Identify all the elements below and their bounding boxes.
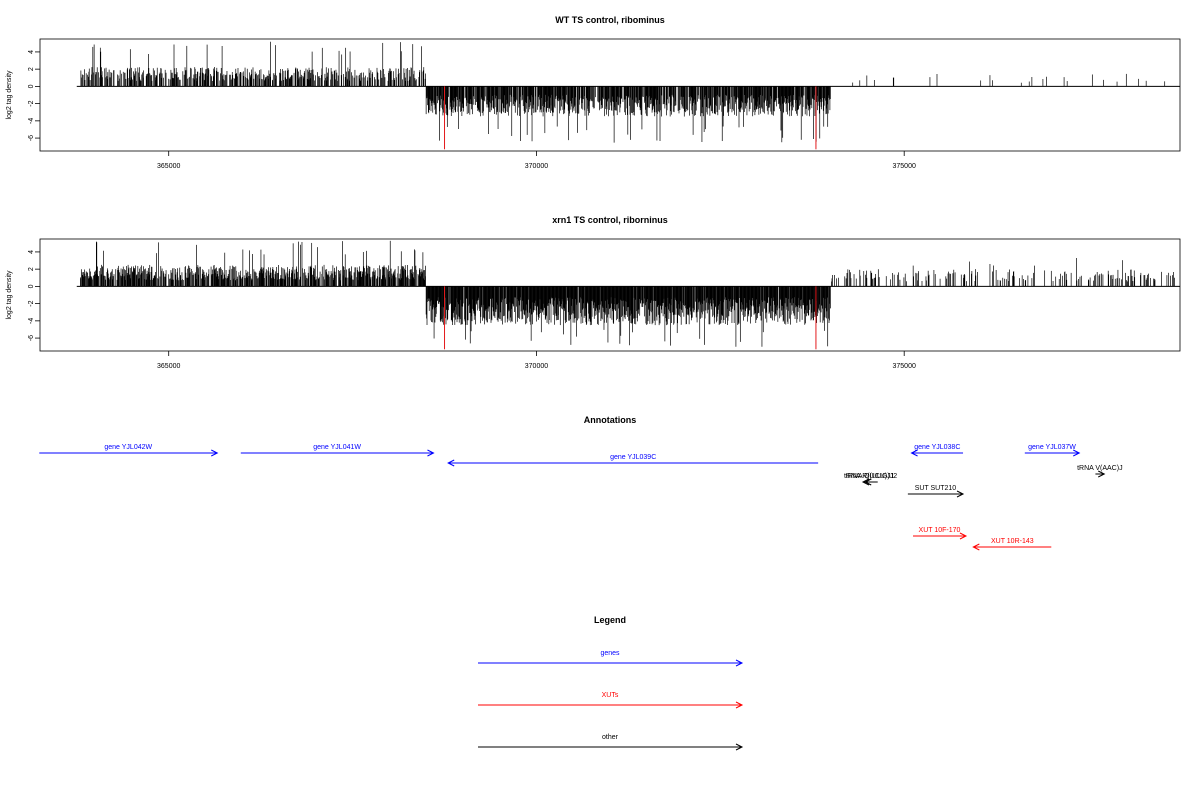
y-tick-label: -2 [28,300,35,306]
y-tick-label: -4 [28,318,35,324]
y-tick-label: -2 [28,100,35,106]
bars [76,41,1180,150]
feature-label: gene YJL042W [104,444,152,451]
y-axis-label: log2 tag density [6,70,13,120]
axes: 4 2 0 -2 -4 -6 365000 370000 375000 [28,50,916,170]
panel-xrn1: xrn1 TS control, riborninus log2 tag den… [6,215,1181,370]
legend-title: Legend [594,615,626,625]
feature-label: gene YJL037W [1028,444,1076,451]
annotations-track: Annotations gene YJL042W gene YJL041Wgene… [39,415,1123,551]
legend-arrow [478,743,744,751]
axes: 4 2 0 -2 -4 -6 365000 370000 375000 [28,250,916,370]
y-tick-label: 0 [28,84,35,88]
annotations-title: Annotations [584,415,637,425]
panel-title: WT TS control, ribominus [555,15,665,25]
y-tick-label: -6 [28,335,35,341]
x-tick-label: 365000 [157,163,180,170]
plot-frame [39,238,1181,352]
feature-arrow [39,449,219,457]
x-tick-label: 375000 [893,363,916,370]
legend-label: XUTs [602,692,619,699]
legend: Legend genes XUTs other [478,615,744,751]
feature-label: tRNA V(AAC)J [1077,465,1123,472]
feature-arrow [910,449,964,457]
legend-arrow [478,659,744,667]
y-tick-label: -6 [28,135,35,141]
feature-arrow [1024,449,1081,457]
y-tick-label: -4 [28,118,35,124]
y-tick-label: 0 [28,284,35,288]
y-tick-label: 2 [28,267,35,271]
x-tick-label: 365000 [157,363,180,370]
feature-arrow [1095,470,1106,478]
feature-arrow [913,532,968,540]
y-tick-label: 2 [28,67,35,71]
feature-arrow [447,459,819,467]
feature-arrow [972,543,1052,551]
feature-label: SUT SUT210 [915,485,957,492]
feature-label: XUT 10F-170 [919,527,961,534]
feature-label: gene YJL041W [313,444,361,451]
legend-arrow [478,701,744,709]
feature-arrow [864,478,878,486]
feature-arrow [240,449,435,457]
feature-arrow [907,490,965,498]
y-tick-label: 4 [28,250,35,254]
feature-label: tRNA Q(UUG)J2 [846,473,897,480]
panel-title: xrn1 TS control, riborninus [552,215,668,225]
x-tick-label: 370000 [525,163,548,170]
feature-label: gene YJL038C [914,444,960,451]
annotation-features: gene YJL042W gene YJL041W gene YJL039C gene… [39,444,1123,551]
y-axis-label: log2 tag density [6,270,13,320]
feature-label: XUT 10R-143 [991,538,1034,545]
feature-label: tRNA R(UCU)J1 [844,473,895,480]
x-tick-label: 375000 [893,163,916,170]
x-tick-label: 370000 [525,363,548,370]
bars [76,240,1180,350]
legend-items: genes XUTs other [478,650,744,751]
feature-label: gene YJL039C [610,454,656,461]
y-tick-label: 4 [28,50,35,54]
legend-label: genes [600,650,620,657]
panel-wt: WT TS control, ribominus log2 tag densit… [6,15,1181,170]
plot-frame [39,38,1181,152]
legend-label: other [602,734,619,741]
